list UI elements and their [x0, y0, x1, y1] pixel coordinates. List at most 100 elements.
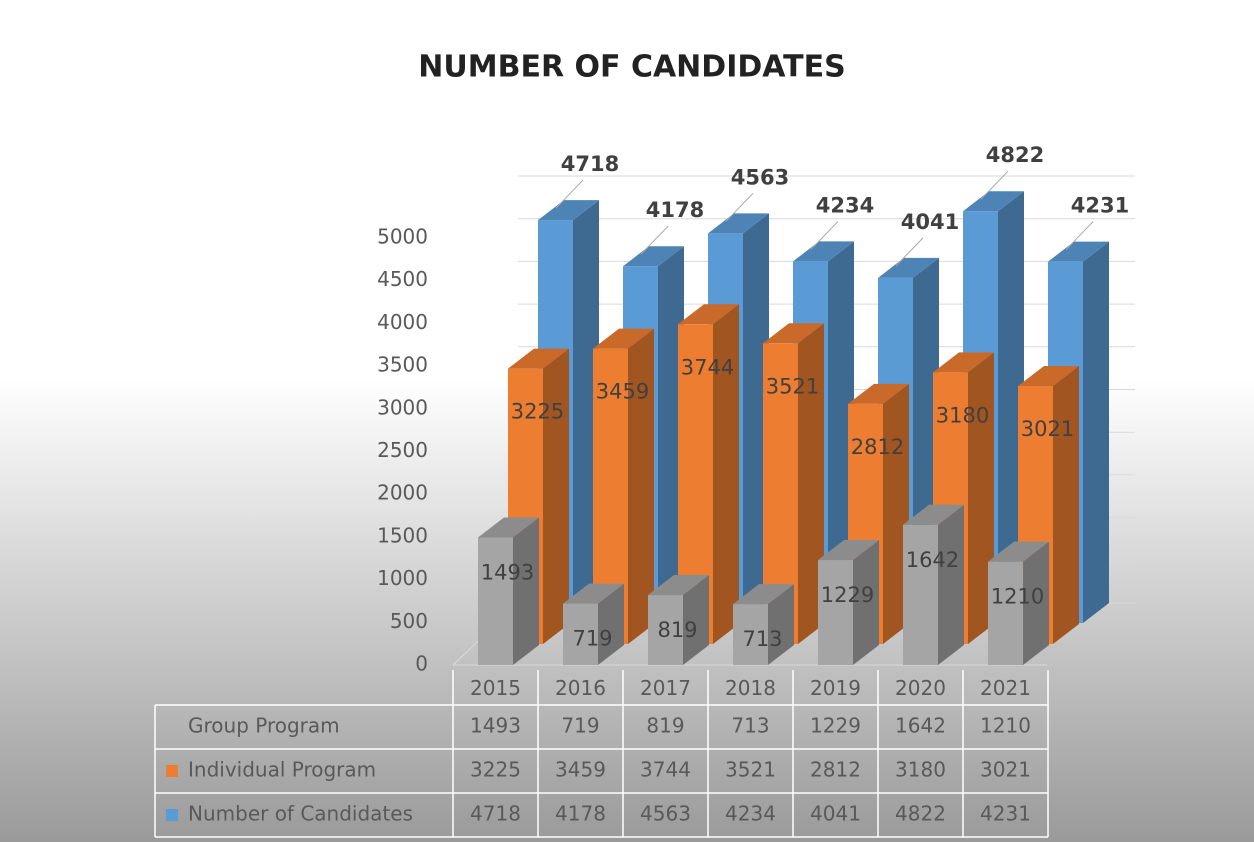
bar-top	[933, 352, 994, 373]
bar-side	[1083, 241, 1109, 623]
bar-top	[623, 246, 684, 267]
bar	[478, 517, 539, 665]
y-tick-label: 3500	[377, 353, 428, 377]
data-label: 4822	[986, 143, 1044, 167]
bar-top	[988, 541, 1049, 562]
bar-side	[628, 328, 654, 644]
table-value: 1642	[895, 714, 946, 738]
table-value: 4231	[980, 802, 1031, 826]
leader-line	[810, 221, 839, 250]
x-tick-label: 2015	[470, 676, 521, 700]
bar	[563, 583, 624, 665]
bar-side	[828, 241, 854, 624]
bar-top	[563, 583, 624, 604]
y-tick-label: 1000	[377, 566, 428, 590]
x-tick-label: 2017	[640, 676, 691, 700]
y-tick-label: 3000	[377, 395, 428, 419]
bar-side	[513, 517, 539, 665]
bar-top	[763, 323, 824, 344]
table-value: 1493	[470, 714, 521, 738]
bar-front	[903, 524, 938, 665]
table-value: 4178	[555, 802, 606, 826]
data-label: 2812	[851, 435, 904, 459]
bar-front	[988, 561, 1023, 665]
y-tick-label: 2000	[377, 481, 428, 505]
bar	[648, 575, 709, 665]
bar-side	[543, 348, 569, 644]
data-label: 3459	[596, 380, 649, 404]
table-value: 819	[646, 714, 684, 738]
table-value: 1210	[980, 714, 1031, 738]
bar-top	[818, 540, 879, 561]
bar-side	[1023, 541, 1049, 665]
bar-top	[708, 213, 769, 234]
bar	[903, 504, 964, 665]
leader-line	[980, 170, 1009, 200]
y-tick-label: 1500	[377, 523, 428, 547]
table-value: 713	[731, 714, 769, 738]
data-label: 3744	[681, 355, 734, 379]
y-tick-label: 4500	[377, 267, 428, 291]
bar-top	[508, 348, 569, 369]
data-label: 4178	[646, 198, 704, 222]
bar-side	[598, 583, 624, 665]
x-tick-label: 2019	[810, 676, 861, 700]
table-value: 3225	[470, 758, 521, 782]
data-label: 719	[572, 627, 612, 651]
bar-side	[683, 575, 709, 665]
y-tick-label: 0	[415, 652, 428, 676]
bar-front	[818, 560, 853, 665]
bars: 4718 4178 4563 4234 4041 4822 4231 3225 3459 3744…	[478, 143, 1129, 665]
table-value: 4234	[725, 802, 776, 826]
y-tick-label: 4000	[377, 310, 428, 334]
legend-key	[166, 809, 178, 821]
table-value: 3744	[640, 758, 691, 782]
bar-side	[798, 323, 824, 644]
bar-top	[963, 191, 1024, 212]
bar-top	[478, 517, 539, 538]
bar-front	[478, 537, 513, 665]
bar-front	[733, 604, 768, 665]
table-value: 3459	[555, 758, 606, 782]
data-label: 1229	[821, 583, 874, 607]
table-value: 3180	[895, 758, 946, 782]
bar-side	[968, 352, 994, 644]
data-label: 3225	[511, 400, 564, 424]
x-tick-label: 2016	[555, 676, 606, 700]
bar-side	[998, 191, 1024, 623]
bar-side	[713, 304, 739, 644]
bar-side	[743, 213, 769, 623]
table-value: 2812	[810, 758, 861, 782]
table-value: 719	[561, 714, 599, 738]
bar	[988, 541, 1049, 665]
data-label: 4234	[816, 193, 874, 217]
x-tick-label: 2020	[895, 676, 946, 700]
data-label: 1642	[906, 548, 959, 572]
y-tick-label: 500	[390, 609, 428, 633]
bar-top	[733, 584, 794, 605]
leader-line	[555, 179, 584, 209]
leader-line	[1065, 221, 1094, 251]
data-label: 4718	[561, 152, 619, 176]
legend-label: Individual Program	[188, 758, 376, 782]
data-label: 4041	[901, 210, 959, 234]
data-label: 4563	[731, 165, 789, 189]
table-value: 3521	[725, 758, 776, 782]
bar-top	[678, 304, 739, 325]
bar-top	[848, 383, 909, 404]
legend-label: Number of Candidates	[188, 802, 413, 826]
y-tick-label: 2500	[377, 438, 428, 462]
data-label: 1493	[481, 560, 534, 584]
bar-side	[853, 540, 879, 665]
data-table: 2015 2016 2017 2018 2019 2020 2021 Group Progra…	[154, 670, 1049, 838]
bar-top	[903, 504, 964, 525]
leader-line	[725, 192, 754, 222]
bar-side	[883, 383, 909, 644]
bar-top	[593, 328, 654, 349]
bar	[818, 540, 879, 665]
bar-front	[563, 603, 598, 665]
table-value: 3021	[980, 758, 1031, 782]
data-label: 3180	[936, 403, 989, 427]
bar-side	[1053, 366, 1079, 644]
bar-top	[1048, 241, 1109, 262]
